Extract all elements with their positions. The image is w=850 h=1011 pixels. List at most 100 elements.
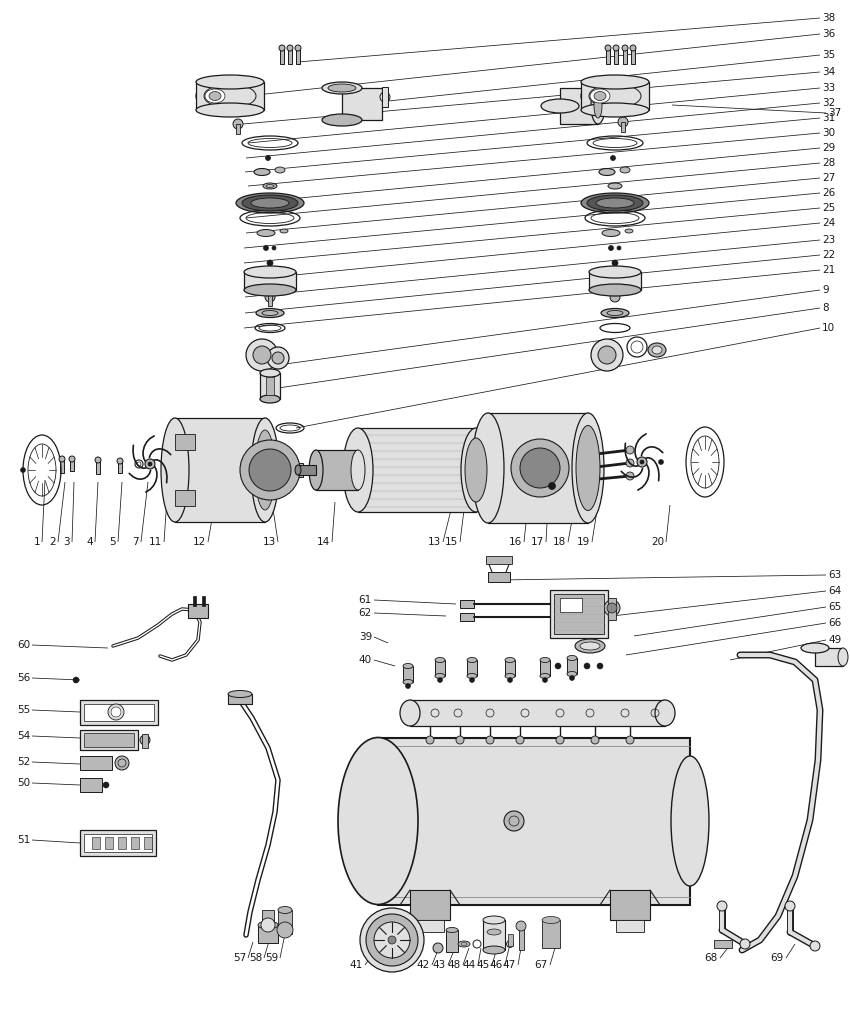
- Ellipse shape: [328, 84, 356, 92]
- Ellipse shape: [240, 440, 300, 500]
- Text: 7: 7: [133, 537, 139, 547]
- Text: 57: 57: [233, 953, 246, 963]
- Bar: [80, 756, 112, 770]
- Bar: [631, 48, 635, 64]
- Text: 33: 33: [822, 83, 836, 93]
- Bar: [410, 890, 450, 920]
- Bar: [258, 925, 278, 943]
- Ellipse shape: [280, 229, 288, 233]
- Ellipse shape: [196, 79, 264, 113]
- Ellipse shape: [511, 439, 569, 497]
- Ellipse shape: [487, 929, 501, 935]
- Text: 30: 30: [822, 128, 835, 137]
- Circle shape: [626, 736, 634, 744]
- Text: 25: 25: [822, 203, 836, 213]
- Ellipse shape: [599, 169, 615, 176]
- Ellipse shape: [594, 94, 602, 118]
- Ellipse shape: [338, 737, 418, 905]
- Text: 31: 31: [822, 113, 836, 123]
- Text: 27: 27: [822, 173, 836, 183]
- Text: 18: 18: [552, 537, 566, 547]
- Text: 43: 43: [433, 960, 446, 970]
- Ellipse shape: [594, 92, 606, 100]
- Circle shape: [59, 456, 65, 462]
- Text: 56: 56: [17, 673, 30, 683]
- Bar: [60, 459, 64, 473]
- Text: 20: 20: [651, 537, 664, 547]
- Text: 28: 28: [822, 158, 836, 168]
- Bar: [815, 648, 843, 666]
- Ellipse shape: [242, 195, 298, 211]
- Text: 19: 19: [577, 537, 590, 547]
- Circle shape: [610, 292, 620, 302]
- Bar: [84, 733, 134, 747]
- Bar: [298, 465, 316, 475]
- Ellipse shape: [580, 642, 600, 650]
- Ellipse shape: [260, 395, 280, 403]
- Ellipse shape: [236, 193, 304, 213]
- Circle shape: [277, 922, 293, 938]
- Bar: [280, 48, 284, 64]
- Circle shape: [630, 45, 636, 51]
- Circle shape: [267, 260, 273, 266]
- Circle shape: [740, 939, 750, 949]
- Bar: [236, 124, 240, 134]
- Text: 13: 13: [428, 537, 441, 547]
- Bar: [96, 460, 100, 474]
- Text: 37: 37: [828, 108, 842, 118]
- Bar: [542, 920, 560, 948]
- Ellipse shape: [505, 657, 515, 662]
- Bar: [260, 373, 280, 399]
- Circle shape: [597, 663, 603, 669]
- Ellipse shape: [801, 643, 829, 653]
- Text: 40: 40: [359, 655, 372, 665]
- Bar: [460, 600, 474, 608]
- Text: 26: 26: [822, 188, 836, 198]
- Text: 64: 64: [828, 586, 842, 596]
- Ellipse shape: [465, 438, 487, 502]
- Circle shape: [717, 901, 727, 911]
- Circle shape: [295, 45, 301, 51]
- Ellipse shape: [205, 89, 225, 103]
- Bar: [188, 604, 208, 618]
- Bar: [560, 598, 582, 612]
- Ellipse shape: [520, 448, 560, 488]
- Text: 45: 45: [477, 960, 490, 970]
- Ellipse shape: [540, 657, 550, 662]
- Ellipse shape: [209, 92, 221, 100]
- Circle shape: [380, 92, 390, 102]
- Text: 9: 9: [822, 285, 829, 295]
- Bar: [610, 890, 650, 920]
- Circle shape: [111, 707, 121, 717]
- Ellipse shape: [567, 671, 577, 676]
- Circle shape: [253, 346, 271, 364]
- Ellipse shape: [620, 167, 630, 173]
- Circle shape: [591, 339, 623, 371]
- Circle shape: [504, 811, 524, 831]
- Circle shape: [20, 467, 26, 472]
- Text: 44: 44: [462, 960, 476, 970]
- Ellipse shape: [589, 84, 641, 108]
- Ellipse shape: [309, 450, 323, 490]
- Ellipse shape: [275, 167, 285, 173]
- Ellipse shape: [483, 916, 505, 924]
- Bar: [175, 418, 265, 522]
- Circle shape: [103, 782, 109, 788]
- Ellipse shape: [587, 195, 643, 211]
- Bar: [606, 48, 610, 64]
- Ellipse shape: [255, 430, 275, 510]
- Circle shape: [542, 677, 547, 682]
- Ellipse shape: [322, 82, 362, 94]
- Circle shape: [261, 918, 275, 932]
- Circle shape: [555, 663, 561, 669]
- Text: 58: 58: [249, 953, 262, 963]
- Ellipse shape: [838, 648, 848, 666]
- Bar: [175, 434, 195, 450]
- Ellipse shape: [461, 428, 491, 512]
- Ellipse shape: [251, 418, 279, 522]
- Text: 8: 8: [822, 303, 829, 313]
- Text: 21: 21: [822, 265, 836, 275]
- Circle shape: [360, 908, 424, 972]
- Bar: [80, 778, 102, 792]
- Text: 46: 46: [490, 960, 503, 970]
